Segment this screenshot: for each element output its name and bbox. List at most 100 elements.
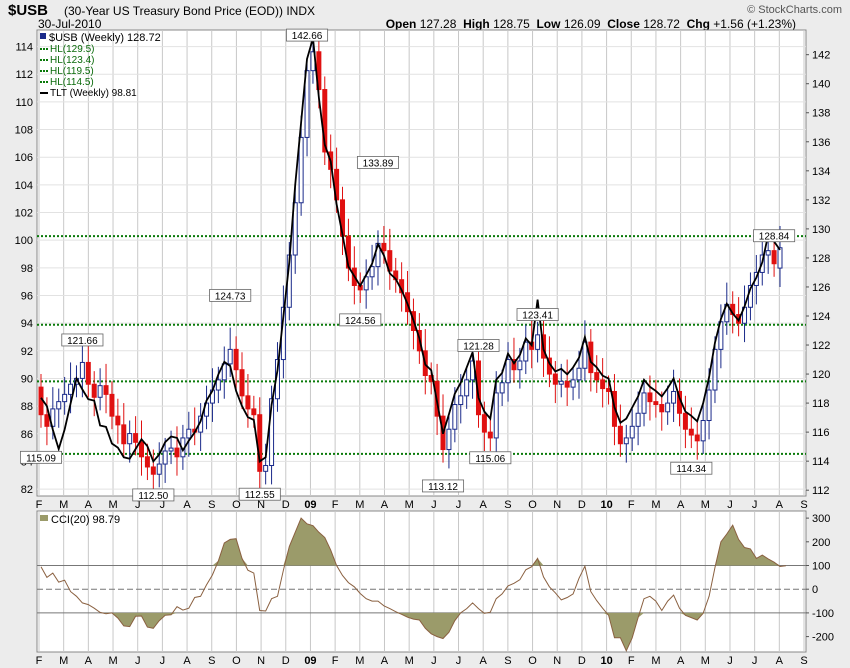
price-annotation-box <box>753 229 796 243</box>
left-tick-label: 108 <box>15 125 33 137</box>
cci-tick-label: 300 <box>812 513 830 525</box>
close-label: Close <box>607 17 640 31</box>
tlt-line <box>40 38 781 464</box>
chg-value: +1.56 (+1.23%) <box>713 17 796 31</box>
open-label: Open <box>385 17 417 31</box>
price-panel <box>36 29 807 497</box>
price-annotation: 115.09 <box>26 453 56 464</box>
candle-body <box>298 136 304 204</box>
price-annotation-box <box>469 451 512 465</box>
price-annotation-box <box>209 288 252 302</box>
x-tick-label: A <box>776 499 784 511</box>
price-annotation: 115.06 <box>475 454 505 465</box>
candle-body <box>665 402 671 413</box>
candle-body <box>635 412 641 427</box>
candle-body <box>150 466 156 475</box>
candle-body <box>322 89 328 153</box>
x-tick-label: S <box>208 499 215 511</box>
x-tick-label: 10 <box>600 499 612 511</box>
ohlc-readout: Open 127.28 High 128.75 Low 126.09 Close… <box>386 17 796 31</box>
cci-tick-label: 100 <box>812 561 830 573</box>
right-tick-label: 114 <box>812 456 830 468</box>
candle-body <box>617 425 623 445</box>
candle-body <box>493 392 499 439</box>
right-tick-label: 134 <box>812 166 830 178</box>
x-tick-label: S <box>800 499 807 511</box>
x-tick-label-cci: J <box>160 655 166 667</box>
x-tick-label: D <box>282 499 290 511</box>
x-tick-label-cci: O <box>528 655 537 667</box>
price-annotation: 123.41 <box>522 311 553 322</box>
legend-tlt: TLT (Weekly) 98.81 <box>50 88 137 99</box>
x-tick-label-cci: 10 <box>600 655 612 667</box>
x-tick-label: J <box>135 499 141 511</box>
candle-body <box>227 348 233 365</box>
candle-body <box>671 390 677 404</box>
candle-body <box>552 373 558 385</box>
candle-body <box>623 437 629 445</box>
x-tick-label: M <box>355 499 364 511</box>
x-tick-label-cci: D <box>282 655 290 667</box>
cci-fill-above <box>41 518 786 566</box>
legend-usb: $USB (Weekly) 128.72 <box>49 32 161 44</box>
x-tick-label: F <box>628 499 635 511</box>
candle-body <box>771 250 777 265</box>
chg-label: Chg <box>686 17 710 31</box>
right-tick-label: 122 <box>812 340 830 352</box>
candle-body <box>499 382 505 394</box>
x-tick-label: J <box>431 499 437 511</box>
candle-body <box>594 372 600 381</box>
candle-body <box>186 428 192 439</box>
price-annotation-box <box>19 450 63 464</box>
price-annotation-box <box>457 339 500 352</box>
price-annotation: 112.55 <box>245 490 275 501</box>
right-tick-label: 124 <box>812 311 830 323</box>
left-tick-label: 88 <box>21 401 33 413</box>
candle-body <box>103 385 109 395</box>
x-tick-label-cci: J <box>456 655 462 667</box>
right-tick-label: 136 <box>812 137 830 149</box>
candle-body <box>464 379 470 397</box>
candle-body <box>629 425 635 439</box>
price-annotation: 114.34 <box>676 464 706 475</box>
candle-body <box>765 250 771 256</box>
x-tick-label: O <box>528 499 537 511</box>
x-tick-label: A <box>677 499 685 511</box>
candle-body <box>576 367 582 381</box>
price-annotation: 142.66 <box>292 31 323 42</box>
candle-body <box>91 383 97 398</box>
x-tick-label: A <box>480 499 488 511</box>
price-annotation: 128.84 <box>759 232 790 243</box>
left-tick-label: 90 <box>21 373 33 385</box>
candle-body <box>653 401 659 406</box>
right-tick-label: 120 <box>812 369 830 381</box>
legend-hl: HL(114.5) <box>50 77 94 88</box>
right-tick-label: 140 <box>812 79 830 91</box>
x-tick-label: M <box>651 499 660 511</box>
x-tick-label: S <box>504 499 511 511</box>
x-tick-label-cci: J <box>727 655 733 667</box>
price-annotation: 112.50 <box>138 491 168 502</box>
right-tick-label: 126 <box>812 282 830 294</box>
x-tick-label: A <box>85 499 93 511</box>
candle-body <box>694 434 700 442</box>
x-tick-label: J <box>727 499 733 511</box>
legend-cci: CCI(20) 98.79 <box>51 514 120 526</box>
x-tick-label-cci: D <box>578 655 586 667</box>
x-tick-label-cci: S <box>504 655 511 667</box>
x-tick-label: F <box>332 499 339 511</box>
price-annotation-box <box>132 488 175 502</box>
left-tick-label: 106 <box>15 152 33 164</box>
x-tick-label-cci: 09 <box>304 655 316 667</box>
candle-body <box>304 70 310 138</box>
legend-hl: HL(129.5) <box>50 44 94 55</box>
candle-body <box>215 379 221 391</box>
candle-body <box>647 392 653 403</box>
right-tick-label: 112 <box>812 485 830 497</box>
left-tick-label: 104 <box>15 180 33 192</box>
x-tick-label-cci: M <box>59 655 68 667</box>
price-annotation: 124.56 <box>345 316 376 327</box>
left-tick-label: 112 <box>15 69 33 81</box>
